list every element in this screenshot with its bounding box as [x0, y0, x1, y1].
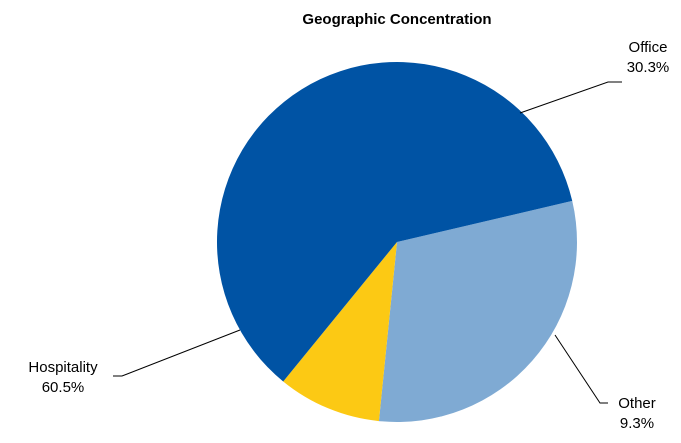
slice-label-office: Office — [629, 39, 668, 56]
leader-line-hospitality — [113, 329, 241, 377]
leader-lines — [113, 81, 622, 404]
data-labels: Office 30.3% Other 9.3% Hospitality 60.5% — [28, 39, 669, 432]
pie-slice-hospitality — [216, 62, 573, 382]
leader-line-other — [554, 334, 608, 404]
pie-slices — [216, 62, 577, 423]
slice-label-hospitality: Hospitality — [28, 359, 98, 376]
slice-percent-other: 9.3% — [620, 415, 654, 432]
pie-slice-other — [283, 242, 397, 422]
slice-label-other: Other — [618, 395, 656, 412]
slice-percent-office: 30.3% — [627, 59, 670, 76]
pie-slice-office — [378, 200, 577, 423]
slice-percent-hospitality: 60.5% — [42, 379, 85, 396]
chart-title: Geographic Concentration — [302, 11, 491, 28]
leader-line-office — [519, 81, 622, 114]
